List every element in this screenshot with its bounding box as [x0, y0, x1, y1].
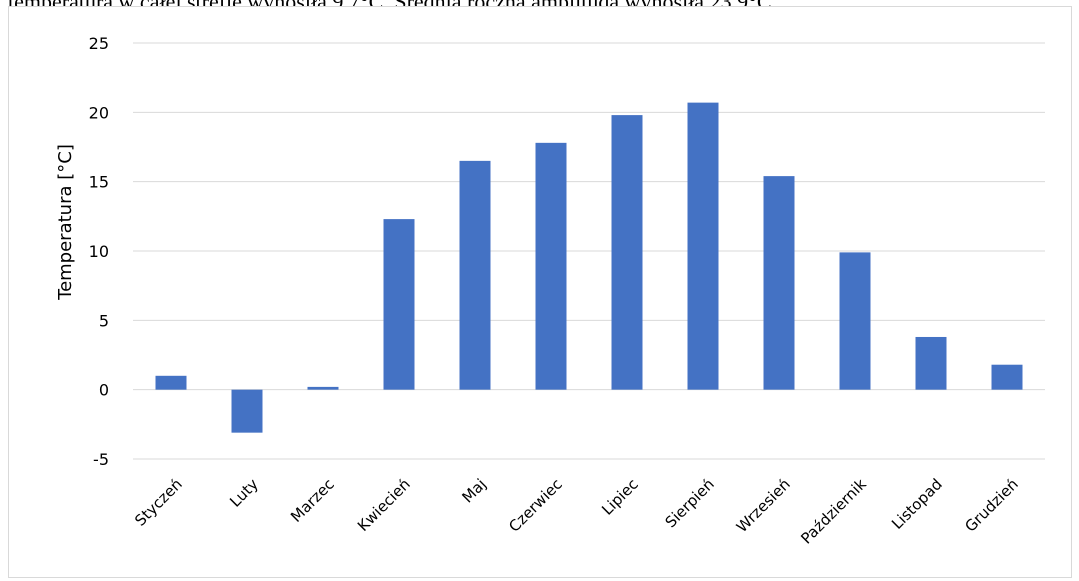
bar	[991, 364, 1023, 390]
category-label: Listopad	[888, 475, 946, 533]
bar	[459, 160, 491, 390]
bar	[535, 142, 567, 390]
category-label: Grudzień	[961, 475, 1022, 536]
y-tick-label: 0	[99, 381, 109, 400]
category-label: Październik	[797, 475, 870, 548]
category-label: Lipiec	[598, 475, 642, 519]
category-label: Wrzesień	[733, 475, 794, 536]
bar	[307, 386, 339, 390]
y-tick-label: 15	[89, 173, 109, 192]
category-label: Kwiecień	[354, 475, 414, 535]
y-tick-label: 25	[89, 34, 109, 53]
bar	[155, 375, 187, 390]
bar	[383, 219, 415, 390]
bars	[155, 102, 1023, 433]
category-label: Sierpień	[662, 475, 718, 531]
bar	[763, 176, 795, 390]
y-tick-label: -5	[93, 450, 109, 469]
bar	[231, 389, 263, 433]
y-tick-label: 10	[89, 242, 109, 261]
y-tick-labels: -5 0 5 10 15 20 25	[89, 34, 109, 469]
y-tick-label: 20	[89, 103, 109, 122]
bar	[687, 102, 719, 390]
category-labels: Styczeń Luty Marzec Kwiecień Maj Czerwiec Lipi…	[131, 475, 1022, 548]
chart-frame: -5 0 5 10 15 20 25 Styczeń Luty Marzec Kwiecień Ma…	[8, 6, 1072, 578]
category-label: Maj	[458, 475, 489, 506]
y-axis-title: Temperatura [°C]	[55, 144, 76, 301]
category-label: Marzec	[287, 475, 338, 526]
category-label: Luty	[226, 475, 262, 511]
category-label: Styczeń	[131, 475, 186, 530]
bar	[915, 336, 947, 390]
bar	[611, 115, 643, 390]
gridlines	[133, 42, 1045, 460]
bar	[839, 252, 871, 390]
y-tick-label: 5	[99, 311, 109, 330]
category-label: Czerwiec	[505, 475, 566, 536]
temperature-bar-chart: -5 0 5 10 15 20 25 Styczeń Luty Marzec Kwiecień Ma…	[55, 34, 1045, 548]
